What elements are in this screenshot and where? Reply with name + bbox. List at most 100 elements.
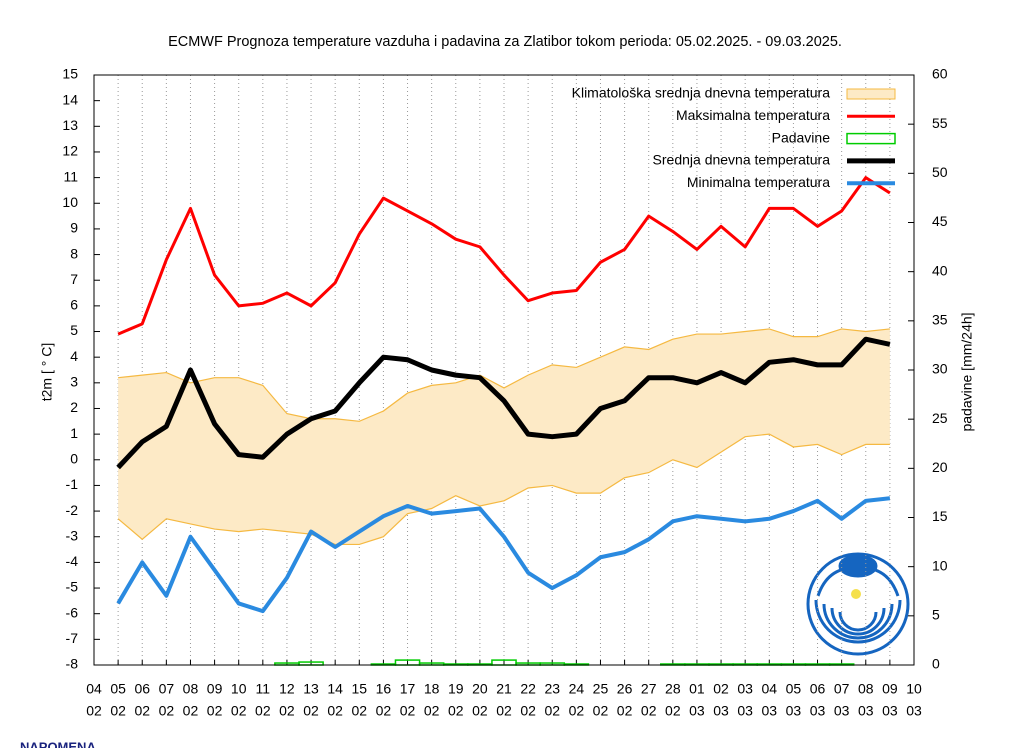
y2-tick-label: 25 [932,410,948,426]
y-tick-label: -6 [66,604,79,620]
y-tick-label: -5 [66,579,79,595]
x-tick-label: 02 [544,703,560,719]
y-tick-label: -8 [66,656,79,672]
x-tick-label: 02 [207,703,223,719]
x-tick-label: 26 [617,681,633,697]
y-tick-label: 15 [62,66,78,82]
x-tick-label: 02 [617,703,633,719]
y2-tick-label: 5 [932,607,940,623]
y-tick-label: -1 [66,476,79,492]
x-tick-label: 02 [183,703,199,719]
x-tick-label: 02 [231,703,247,719]
x-tick-label: 23 [544,681,560,697]
y-axis-label: t2m [ ° C] [39,343,55,402]
x-tick-label: 24 [569,681,585,697]
x-tick-label: 01 [689,681,705,697]
x-tick-label: 17 [400,681,416,697]
x-tick-label: 02 [400,703,416,719]
y2-tick-label: 20 [932,459,948,475]
y-tick-label: -4 [66,553,79,569]
x-tick-label: 10 [231,681,247,697]
x-tick-label: 10 [906,681,922,697]
note: NAPOMENA [20,739,96,748]
legend-swatch [846,132,896,145]
y-tick-label: -2 [66,502,79,518]
x-tick-label: 02 [279,703,295,719]
x-tick-label: 02 [303,703,319,719]
y2-tick-label: 10 [932,557,948,573]
x-tick-label: 02 [159,703,175,719]
x-tick-label: 02 [376,703,392,719]
y2-tick-label: 60 [932,66,948,82]
x-tick-label: 02 [424,703,440,719]
x-tick-label: 02 [448,703,464,719]
x-tick-label: 25 [593,681,609,697]
x-tick-label: 02 [110,703,126,719]
x-tick-label: 27 [641,681,657,697]
y-tick-label: -7 [66,630,79,646]
x-tick-label: 09 [207,681,223,697]
y-tick-label: 14 [62,91,78,107]
x-tick-label: 04 [86,681,102,697]
legend-label: Minimalna temperatura [687,174,830,190]
y-tick-label: -3 [66,527,79,543]
y-tick-label: 5 [70,322,78,338]
x-tick-label: 03 [810,703,826,719]
x-tick-label: 03 [906,703,922,719]
x-tick-label: 07 [834,681,850,697]
x-tick-label: 03 [786,703,802,719]
y-tick-label: 13 [62,117,78,133]
y-tick-label: 0 [70,450,78,466]
y2-tick-label: 50 [932,164,948,180]
x-tick-label: 02 [593,703,609,719]
x-tick-label: 22 [520,681,536,697]
legend-label: Padavine [772,129,831,145]
x-tick-label: 03 [858,703,874,719]
y-tick-label: 1 [70,425,78,441]
y2-tick-label: 45 [932,213,948,229]
band-lower [117,433,890,546]
line [116,496,891,614]
x-tick-label: 05 [110,681,126,697]
x-tick-label: 03 [689,703,705,719]
x-tick-label: 03 [762,703,778,719]
x-tick-label: 02 [569,703,585,719]
x-tick-label: 02 [255,703,271,719]
legend-swatch [846,88,896,100]
x-tick-label: 02 [134,703,150,719]
x-tick-label: 06 [810,681,826,697]
x-tick-label: 02 [327,703,343,719]
x-tick-label: 14 [327,681,343,697]
x-tick-label: 03 [737,681,753,697]
legend-label: Klimatološka srednja dnevna temperatura [572,85,831,101]
x-tick-label: 03 [834,703,850,719]
x-tick-label: 09 [882,681,898,697]
x-tick-label: 02 [86,703,102,719]
line [117,176,891,336]
y-tick-label: 7 [70,271,78,287]
x-tick-label: 02 [496,703,512,719]
line [116,336,891,470]
y2-tick-label: 15 [932,508,948,524]
x-tick-label: 08 [183,681,199,697]
y2-tick-label: 40 [932,262,948,278]
x-tick-label: 03 [737,703,753,719]
legend-label: Maksimalna temperatura [676,107,830,123]
y-tick-label: 4 [70,348,78,364]
x-tick-label: 02 [713,681,729,697]
y2-axis-label: padavine [mm/24h] [959,312,975,431]
x-tick-label: 04 [762,681,778,697]
y2-tick-label: 0 [932,656,940,672]
x-tick-label: 02 [641,703,657,719]
x-tick-label: 07 [159,681,175,697]
x-tick-label: 02 [665,703,681,719]
y2-tick-label: 55 [932,115,948,131]
x-tick-label: 21 [496,681,512,697]
x-tick-label: 02 [472,703,488,719]
x-tick-label: 19 [448,681,464,697]
x-tick-label: 05 [786,681,802,697]
x-tick-label: 16 [376,681,392,697]
x-tick-label: 13 [303,681,319,697]
logo [806,552,910,656]
